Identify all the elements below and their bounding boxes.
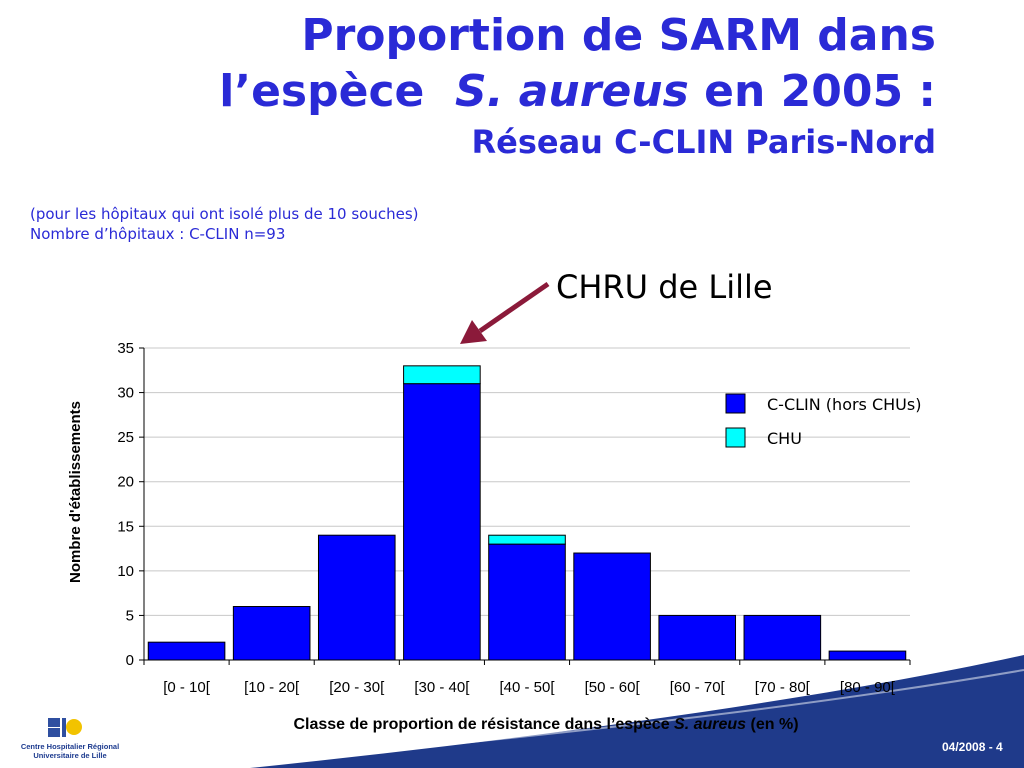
annotation-label: CHRU de Lille bbox=[556, 268, 773, 306]
y-tick-label: 0 bbox=[126, 652, 134, 669]
legend-label: CHU bbox=[767, 429, 802, 448]
x-axis-label-pre: Classe de proportion de résistance dans … bbox=[293, 716, 674, 733]
bar-segment bbox=[317, 534, 396, 661]
x-tick-label: [20 - 30[ bbox=[329, 679, 385, 696]
x-axis-label: Classe de proportion de résistance dans … bbox=[293, 716, 798, 733]
bar-segment bbox=[488, 543, 566, 661]
bar-segment bbox=[828, 650, 907, 661]
slide-title: Proportion de SARM dans l’espèce S. aure… bbox=[219, 8, 936, 164]
legend-swatch bbox=[725, 427, 746, 448]
logo-line-1: Centre Hospitalier Régional bbox=[20, 742, 120, 751]
y-tick-label: 30 bbox=[117, 385, 134, 402]
bar-segment bbox=[573, 552, 651, 661]
chart-axes bbox=[143, 348, 910, 661]
title-line-2-pre: l’espèce bbox=[219, 66, 456, 117]
subtitle-line-2: Nombre d’hôpitaux : C-CLIN n=93 bbox=[30, 225, 286, 243]
x-tick-label: [30 - 40[ bbox=[414, 679, 470, 696]
x-tick-label: [80 - 90[ bbox=[840, 679, 896, 696]
y-tick-labels: 0 5 10 15 20 25 30 35 bbox=[117, 340, 134, 669]
logo-mark-icon bbox=[48, 718, 82, 737]
bar-segment bbox=[232, 606, 311, 661]
slide-footer: 04/2008 - 4 bbox=[942, 740, 1003, 754]
x-axis-label-species: S. aureus bbox=[674, 716, 746, 733]
bar-segment bbox=[147, 641, 226, 661]
y-tick-label: 35 bbox=[117, 340, 134, 357]
title-species: S. aureus bbox=[455, 66, 689, 117]
x-tick-label: [10 - 20[ bbox=[244, 679, 300, 696]
x-tick-label: [60 - 70[ bbox=[670, 679, 726, 696]
x-tick-label: [50 - 60[ bbox=[585, 679, 641, 696]
x-axis-label-post: (en %) bbox=[746, 716, 798, 733]
y-tick-label: 25 bbox=[117, 429, 134, 446]
legend-label: C-CLIN (hors CHUs) bbox=[767, 395, 921, 414]
y-tick-label: 15 bbox=[117, 518, 134, 535]
x-tick-label: [70 - 80[ bbox=[755, 679, 811, 696]
subtitle-line-1: (pour les hôpitaux qui ont isolé plus de… bbox=[30, 205, 419, 223]
chart-legend: C-CLIN (hors CHUs) CHU bbox=[725, 393, 921, 448]
title-line-2: l’espèce S. aureus en 2005 : bbox=[219, 64, 936, 120]
y-tick-label: 20 bbox=[117, 474, 134, 491]
chart-bars bbox=[147, 365, 907, 661]
logo-line-2: Universitaire de Lille bbox=[33, 751, 107, 760]
subtitle: (pour les hôpitaux qui ont isolé plus de… bbox=[30, 204, 419, 244]
title-line-2-post: en 2005 : bbox=[688, 66, 936, 117]
logo-name: Centre Hospitalier Régional Universitair… bbox=[10, 742, 130, 760]
bar-segment bbox=[403, 365, 481, 385]
bar-segment bbox=[658, 614, 737, 661]
x-tick-label: [0 - 10[ bbox=[163, 679, 211, 696]
x-tick-labels: [0 - 10[ [10 - 20[ [20 - 30[ [30 - 40[ [40 -… bbox=[143, 660, 911, 696]
x-tick-label: [40 - 50[ bbox=[499, 679, 555, 696]
y-tick-label: 5 bbox=[126, 607, 134, 624]
hospital-logo: Centre Hospitalier Régional Universitair… bbox=[10, 712, 130, 762]
bar-segment bbox=[403, 383, 481, 661]
title-line-1: Proportion de SARM dans bbox=[301, 10, 936, 61]
y-axis-label: Nombre d'établissements bbox=[67, 401, 84, 583]
y-tick-label: 10 bbox=[117, 563, 134, 580]
bar-segment bbox=[488, 534, 566, 545]
title-line-3: Réseau C-CLIN Paris-Nord bbox=[471, 123, 936, 161]
annotation-arrow bbox=[460, 281, 550, 344]
legend-swatch bbox=[725, 393, 746, 414]
bar-segment bbox=[743, 614, 822, 661]
